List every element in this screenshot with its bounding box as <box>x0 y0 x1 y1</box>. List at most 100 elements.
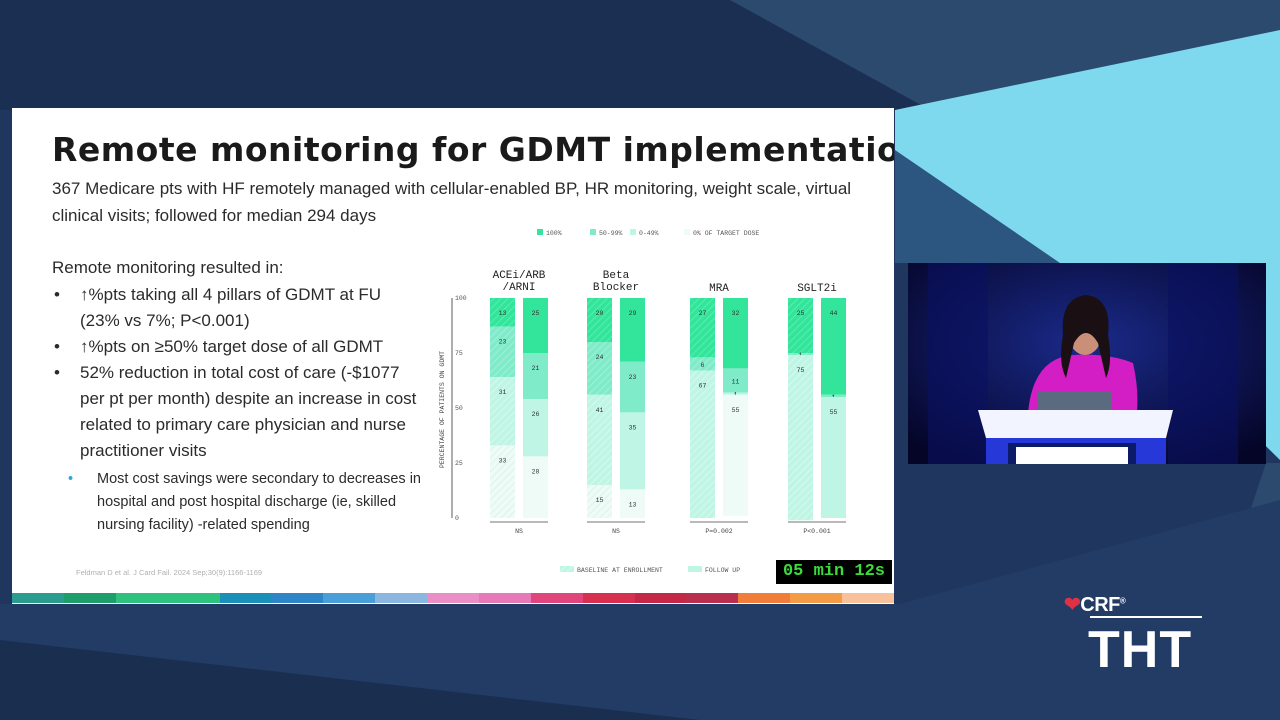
bullet-list: ↑%pts taking all 4 pillars of GDMT at FU… <box>52 282 422 537</box>
bar-value-label: 35 <box>629 424 637 431</box>
bar-segment <box>821 397 846 518</box>
bar-segment <box>490 298 515 327</box>
bar-segment <box>821 394 846 397</box>
legend-swatch-followup <box>688 566 702 572</box>
legend-label: 0-49% <box>639 230 659 237</box>
bar-value-label: 67 <box>699 383 707 390</box>
results-intro: Remote monitoring resulted in: <box>52 258 284 277</box>
strip-segment <box>842 593 894 603</box>
bar-segment <box>690 357 715 371</box>
chart-content: 100% 50-99% 0-49% 0% OF TARGET DOSE 100 75 50 2… <box>439 229 846 574</box>
bar-value-label: 11 <box>732 379 740 386</box>
y-tick-label: 75 <box>455 350 463 357</box>
bar-value-label: 26 <box>532 411 540 418</box>
legend-label-baseline: BASELINE AT ENROLLMENT <box>577 567 663 574</box>
y-axis-label: PERCENTAGE OF PATIENTS ON GDMT <box>439 351 446 468</box>
bar-value-label: 55 <box>732 407 740 414</box>
bar-value-label: 21 <box>532 365 540 372</box>
bullet-item: 52% reduction in total cost of care (-$1… <box>52 360 422 464</box>
bar-segment <box>788 355 813 521</box>
presentation-slide: Remote monitoring for GDMT implementatio… <box>12 108 894 604</box>
tht-logo: THT <box>1088 621 1193 679</box>
slide-title-text: Remote monitoring for GDMT implementatio… <box>52 130 894 169</box>
sub-bullet-item: Most cost savings were secondary to decr… <box>52 468 422 537</box>
slide-title: Remote monitoring for GDMT implementatio… <box>52 130 894 169</box>
logo-divider <box>1090 616 1202 618</box>
strip-segment <box>323 593 376 603</box>
crf-logo: ❤CRF® <box>1064 592 1126 617</box>
legend-label: 50-99% <box>599 230 623 237</box>
citation: Feldman D et al. J Card Fail. 2024 Sep;3… <box>76 568 263 577</box>
bar-segment <box>587 298 612 342</box>
bar-value-label: 24 <box>596 354 604 361</box>
bar-segment <box>620 298 645 362</box>
registered-mark: ® <box>1119 596 1126 606</box>
bar-value-label: 13 <box>499 310 507 317</box>
speaker-video <box>908 263 1266 464</box>
bar-value-label: 28 <box>532 468 540 475</box>
bar-segment <box>620 361 645 413</box>
group-label: /ARNI <box>502 282 535 294</box>
bar-value-label: 6 <box>701 362 705 369</box>
group-label: SGLT2i <box>797 283 837 295</box>
strip-segment <box>115 593 168 603</box>
bar-value-label: 31 <box>499 389 507 396</box>
p-value-label: P<0.001 <box>803 528 830 535</box>
bar-segment <box>523 353 548 400</box>
legend-label: 0% OF TARGET DOSE <box>693 230 759 237</box>
bar-segment <box>620 489 645 518</box>
legend-swatch <box>537 229 543 235</box>
strip-segment <box>478 593 531 603</box>
strip-segment <box>427 593 479 603</box>
bar-value-label: 15 <box>596 497 604 504</box>
bar-segment <box>788 298 813 353</box>
strip-segment <box>167 593 220 603</box>
y-tick-label: 50 <box>455 405 463 412</box>
crf-logo-text: CRF <box>1080 594 1120 616</box>
strip-segment <box>219 593 272 603</box>
bar-segment <box>523 399 548 457</box>
bar-value-label: 29 <box>629 310 637 317</box>
bullet-item: ↑%pts on ≥50% target dose of all GDMT <box>52 334 422 360</box>
strip-segment <box>63 593 116 603</box>
bar-segment <box>587 485 612 518</box>
bar-segment <box>723 392 748 395</box>
strip-segment <box>375 593 427 603</box>
strip-segment <box>738 593 791 603</box>
legend-swatch-baseline <box>560 566 574 572</box>
strip-segment <box>634 593 687 603</box>
bar-segment <box>490 326 515 378</box>
bar-segment <box>587 394 612 485</box>
bar-value-label: 41 <box>596 407 604 414</box>
y-tick-label: 25 <box>455 460 463 467</box>
bar-value-label: 55 <box>830 409 838 416</box>
group-label: MRA <box>709 283 729 295</box>
bar-value-label: 75 <box>797 367 805 374</box>
color-strip <box>12 593 894 603</box>
bar-value-label: 25 <box>797 310 805 317</box>
bar-segment <box>620 412 645 490</box>
legend-label-followup: FOLLOW UP <box>705 567 740 574</box>
bar-segment <box>490 377 515 446</box>
bar-segment <box>723 368 748 393</box>
bar-segment <box>821 298 846 395</box>
p-value-label: NS <box>612 528 620 535</box>
p-value-label: NS <box>515 528 523 535</box>
strip-segment <box>12 593 64 603</box>
strip-segment <box>686 593 739 603</box>
slide-subtitle: 367 Medicare pts with HF remotely manage… <box>52 179 852 225</box>
bar-segment <box>788 353 813 356</box>
bar-value-label: 44 <box>830 310 838 317</box>
bar-segment <box>587 342 612 395</box>
legend-swatch <box>590 229 596 235</box>
bar-segment <box>690 370 715 518</box>
speaker-scene <box>908 263 1266 464</box>
bar-value-label: 25 <box>532 310 540 317</box>
stacked-bar-chart: 100% 50-99% 0-49% 0% OF TARGET DOSE 100 75 50 2… <box>439 229 846 574</box>
bar-segment <box>523 298 548 353</box>
legend-swatch <box>684 229 690 235</box>
y-tick-label: 100 <box>455 295 467 302</box>
session-timer: 05 min 12s <box>776 560 892 584</box>
bar-value-label: 23 <box>629 374 637 381</box>
strip-segment <box>271 593 324 603</box>
